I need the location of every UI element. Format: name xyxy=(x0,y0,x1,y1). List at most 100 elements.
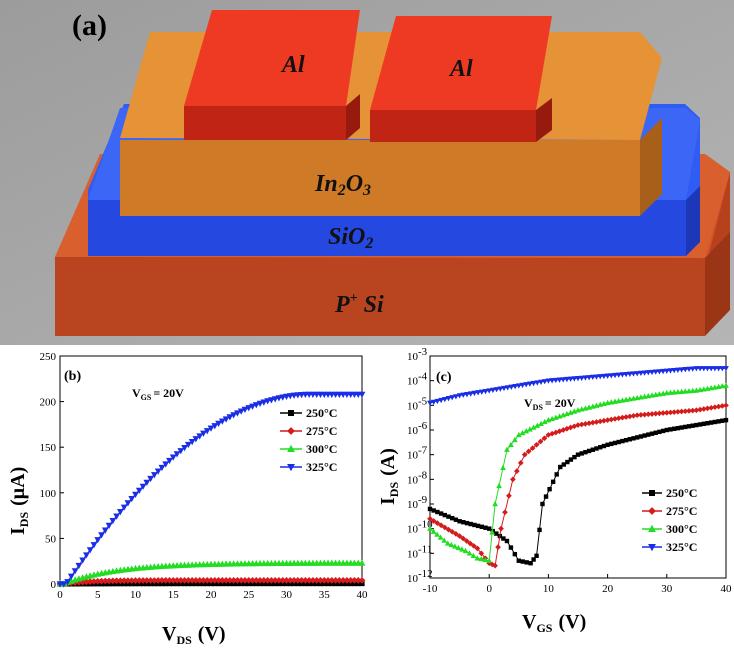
data-point xyxy=(649,431,655,436)
data-point xyxy=(132,577,139,584)
data-point xyxy=(567,376,574,382)
data-point xyxy=(620,438,625,444)
data-point xyxy=(448,541,455,548)
data-point xyxy=(75,578,83,586)
series-275°C xyxy=(427,402,729,569)
x-tick-label: 40 xyxy=(357,589,369,601)
data-point xyxy=(589,419,596,426)
series-325°C xyxy=(56,391,366,588)
data-point xyxy=(464,520,470,526)
data-point xyxy=(564,376,570,383)
data-point xyxy=(169,454,177,461)
data-point xyxy=(483,525,488,530)
x-tick-label: 5 xyxy=(95,589,101,601)
data-point xyxy=(642,433,647,438)
data-point xyxy=(86,578,94,586)
data-point xyxy=(492,500,498,507)
legend-marker xyxy=(287,464,295,472)
data-point xyxy=(139,483,147,490)
data-point xyxy=(434,398,441,405)
y-tick-exponent: -4 xyxy=(418,371,428,383)
chart-b-annotation: VGS = 20V xyxy=(132,386,184,402)
data-point xyxy=(523,382,530,388)
data-point xyxy=(298,576,305,584)
data-point xyxy=(482,388,489,395)
data-point xyxy=(701,421,706,427)
data-point xyxy=(515,383,522,389)
legend-label: 300°C xyxy=(306,442,337,456)
data-point xyxy=(552,429,559,436)
data-point xyxy=(649,411,655,417)
data-point xyxy=(177,448,185,455)
data-point xyxy=(598,445,603,450)
data-point xyxy=(64,579,71,586)
data-point xyxy=(660,428,666,434)
y-tick-label: 10 xyxy=(407,573,419,585)
legend-marker xyxy=(648,544,656,552)
y-tick-label: 10 xyxy=(407,450,419,462)
data-point xyxy=(339,576,347,584)
data-point xyxy=(565,459,570,465)
data-point xyxy=(523,428,530,434)
data-point xyxy=(697,366,703,372)
x-tick-label: -10 xyxy=(423,583,438,595)
legend-label: 325°C xyxy=(666,540,697,554)
data-point xyxy=(456,533,463,539)
data-point xyxy=(492,562,498,569)
data-point xyxy=(427,400,433,406)
data-point xyxy=(582,420,589,427)
data-point xyxy=(604,417,611,423)
data-point xyxy=(593,419,600,425)
data-point xyxy=(653,430,658,435)
data-point xyxy=(646,432,651,437)
data-point xyxy=(441,524,448,531)
legend-marker xyxy=(648,507,656,515)
data-point xyxy=(358,576,366,584)
data-point xyxy=(468,521,473,527)
panel-b-output-chart: 0 5 10 15 20 25 30 35 40 0 50 100 150 200 250 (b) VGS =… xyxy=(7,351,368,647)
data-point xyxy=(109,577,117,585)
data-point xyxy=(264,398,272,405)
data-point xyxy=(437,534,444,540)
y-tick-label: 100 xyxy=(40,488,57,500)
data-point xyxy=(75,562,83,570)
data-point xyxy=(496,482,502,489)
y-tick-label: 150 xyxy=(40,442,57,454)
data-point xyxy=(147,577,154,584)
data-point xyxy=(444,540,451,546)
data-point xyxy=(638,412,644,418)
data-point xyxy=(472,522,477,528)
data-point xyxy=(487,526,492,531)
y-tick-exponent: -12 xyxy=(418,568,433,580)
data-point xyxy=(715,403,722,410)
data-point xyxy=(482,556,489,563)
data-point xyxy=(457,519,462,524)
data-point xyxy=(286,576,294,584)
data-point xyxy=(715,366,722,372)
y-tick-exponent: -8 xyxy=(418,469,428,481)
data-point xyxy=(218,576,226,584)
label-psi: P+ Si xyxy=(334,291,384,318)
data-point xyxy=(105,577,113,585)
data-point xyxy=(211,576,219,584)
data-point xyxy=(215,420,222,428)
data-point xyxy=(689,366,696,372)
data-point xyxy=(667,368,674,374)
data-point xyxy=(556,377,563,383)
data-point xyxy=(60,581,68,588)
data-point xyxy=(455,544,462,551)
data-point xyxy=(527,426,533,432)
data-point xyxy=(128,577,136,584)
data-point xyxy=(512,384,518,390)
data-point xyxy=(332,576,339,584)
data-point xyxy=(675,425,681,431)
data-point xyxy=(434,520,441,526)
data-point xyxy=(630,371,637,377)
data-point xyxy=(203,576,211,584)
data-point xyxy=(652,369,659,375)
electrode-right xyxy=(370,16,552,142)
data-point xyxy=(504,385,511,391)
data-point xyxy=(686,366,692,373)
data-point xyxy=(634,412,641,419)
data-point xyxy=(226,576,234,584)
